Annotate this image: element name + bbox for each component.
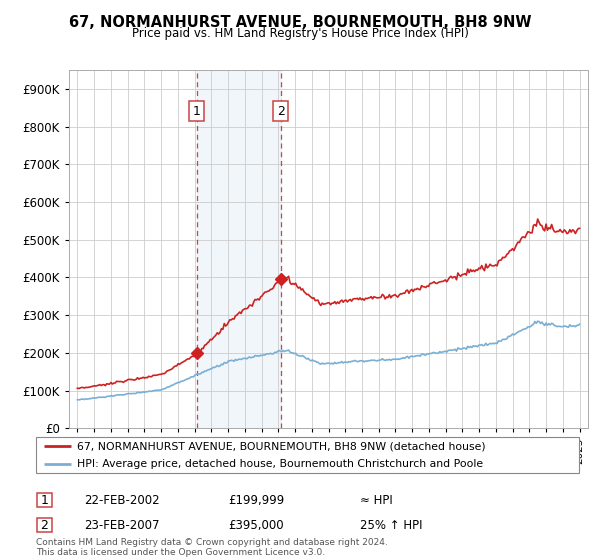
Text: 2: 2 xyxy=(40,519,49,532)
FancyBboxPatch shape xyxy=(36,437,579,473)
Text: 25% ↑ HPI: 25% ↑ HPI xyxy=(360,519,422,532)
Text: Contains HM Land Registry data © Crown copyright and database right 2024.
This d: Contains HM Land Registry data © Crown c… xyxy=(36,538,388,557)
Text: £395,000: £395,000 xyxy=(228,519,284,532)
Text: 22-FEB-2002: 22-FEB-2002 xyxy=(84,493,160,507)
Text: 1: 1 xyxy=(193,105,201,118)
Text: 67, NORMANHURST AVENUE, BOURNEMOUTH, BH8 9NW (detached house): 67, NORMANHURST AVENUE, BOURNEMOUTH, BH8… xyxy=(77,441,485,451)
FancyBboxPatch shape xyxy=(37,493,52,507)
Text: 1: 1 xyxy=(40,493,49,507)
Text: 67, NORMANHURST AVENUE, BOURNEMOUTH, BH8 9NW: 67, NORMANHURST AVENUE, BOURNEMOUTH, BH8… xyxy=(69,15,531,30)
Text: 23-FEB-2007: 23-FEB-2007 xyxy=(84,519,160,532)
Text: £199,999: £199,999 xyxy=(228,493,284,507)
Bar xyxy=(197,70,281,428)
Text: ≈ HPI: ≈ HPI xyxy=(360,493,393,507)
FancyBboxPatch shape xyxy=(37,518,52,533)
Text: Price paid vs. HM Land Registry's House Price Index (HPI): Price paid vs. HM Land Registry's House … xyxy=(131,27,469,40)
Text: 2: 2 xyxy=(277,105,284,118)
Text: HPI: Average price, detached house, Bournemouth Christchurch and Poole: HPI: Average price, detached house, Bour… xyxy=(77,459,483,469)
